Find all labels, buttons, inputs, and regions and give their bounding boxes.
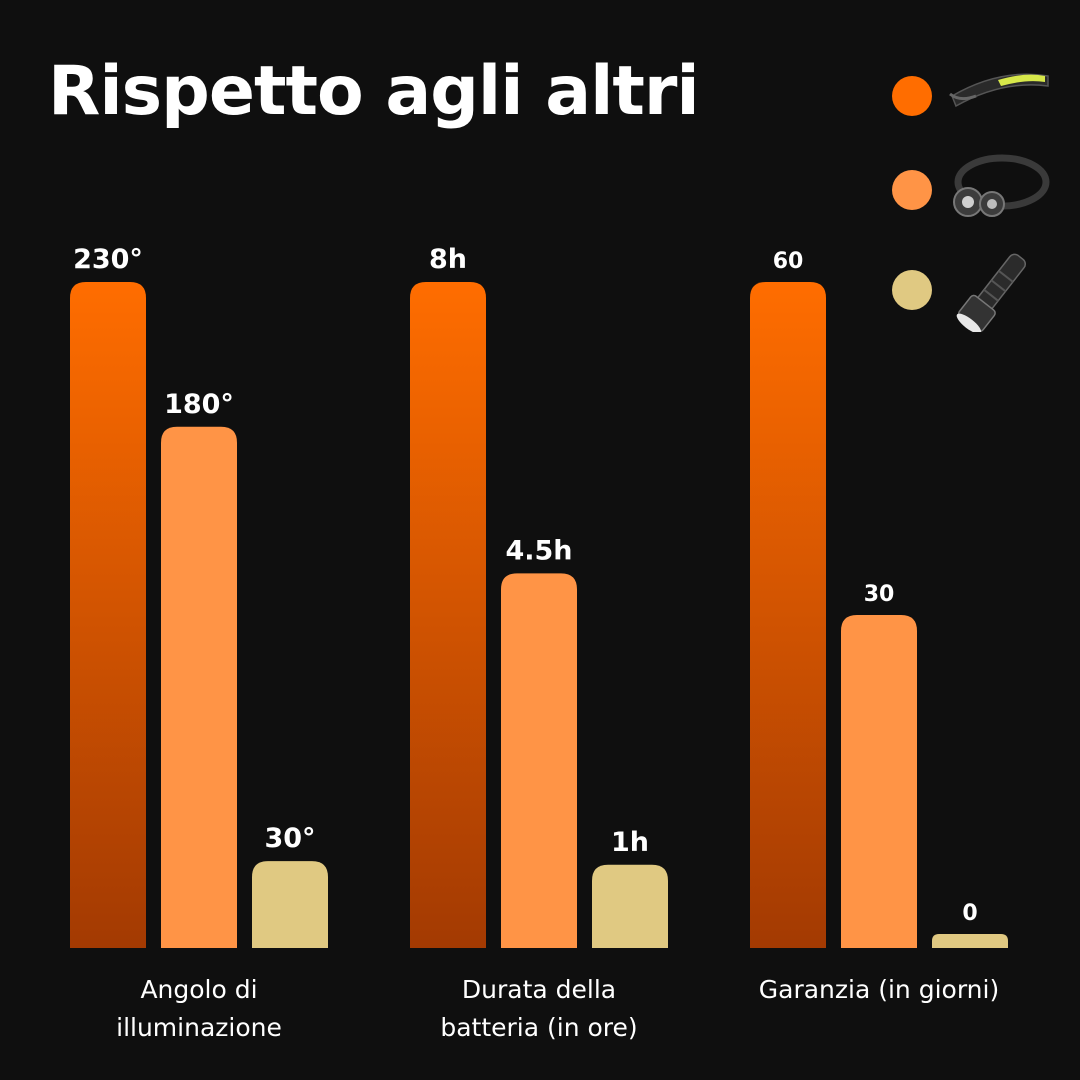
legend-swatch-3: [892, 253, 1027, 334]
legend-item-led-strip: [880, 68, 1060, 128]
data-label-group-2-series-2: 4.5h: [505, 535, 572, 566]
data-label-group-1-series-2: 180°: [164, 389, 234, 420]
dual-lamp-headlamp-icon: [953, 154, 1050, 217]
handheld-flashlight-icon: [956, 253, 1027, 334]
bar-group-2-series-3: [592, 864, 668, 948]
bar-group-1-series-2: [161, 426, 237, 949]
bar-group-1-series-1: [70, 282, 146, 948]
led-strip-headlamp-icon: [949, 73, 1049, 108]
data-label-group-2-series-1: 8h: [429, 244, 467, 275]
legend-swatch-2: [892, 154, 1050, 217]
legend-item-dual-headlamp: [880, 152, 1060, 228]
data-label-group-3-series-1: 60: [773, 249, 804, 274]
bar-group-3-series-1: [750, 282, 826, 948]
data-label-group-3-series-3: 0: [962, 901, 977, 926]
legend-swatch-1: [892, 73, 1049, 116]
data-label-group-1-series-1: 230°: [73, 244, 143, 275]
legend-item-flashlight: [880, 236, 1060, 334]
data-label-group-3-series-2: 30: [864, 582, 895, 607]
bar-group-1-series-3: [252, 861, 328, 948]
bar-group-3-series-3: [932, 934, 1008, 948]
bar-group-2-series-1: [410, 282, 486, 948]
category-label-group-3-line-1: Garanzia (in giorni): [759, 975, 999, 1004]
data-label-group-1-series-3: 30°: [264, 823, 315, 854]
data-label-group-2-series-3: 1h: [611, 827, 649, 858]
category-label-group-2-line-1: Durata della: [462, 975, 616, 1004]
category-label-group-2-line-2: batteria (in ore): [440, 1013, 637, 1042]
category-label-group-1-line-1: Angolo di: [140, 975, 257, 1004]
category-label-group-1-line-2: illuminazione: [116, 1013, 282, 1042]
chart-title: Rispetto agli altri: [48, 52, 700, 131]
bar-group-3-series-2: [841, 615, 917, 948]
bar-group-2-series-2: [501, 573, 577, 948]
